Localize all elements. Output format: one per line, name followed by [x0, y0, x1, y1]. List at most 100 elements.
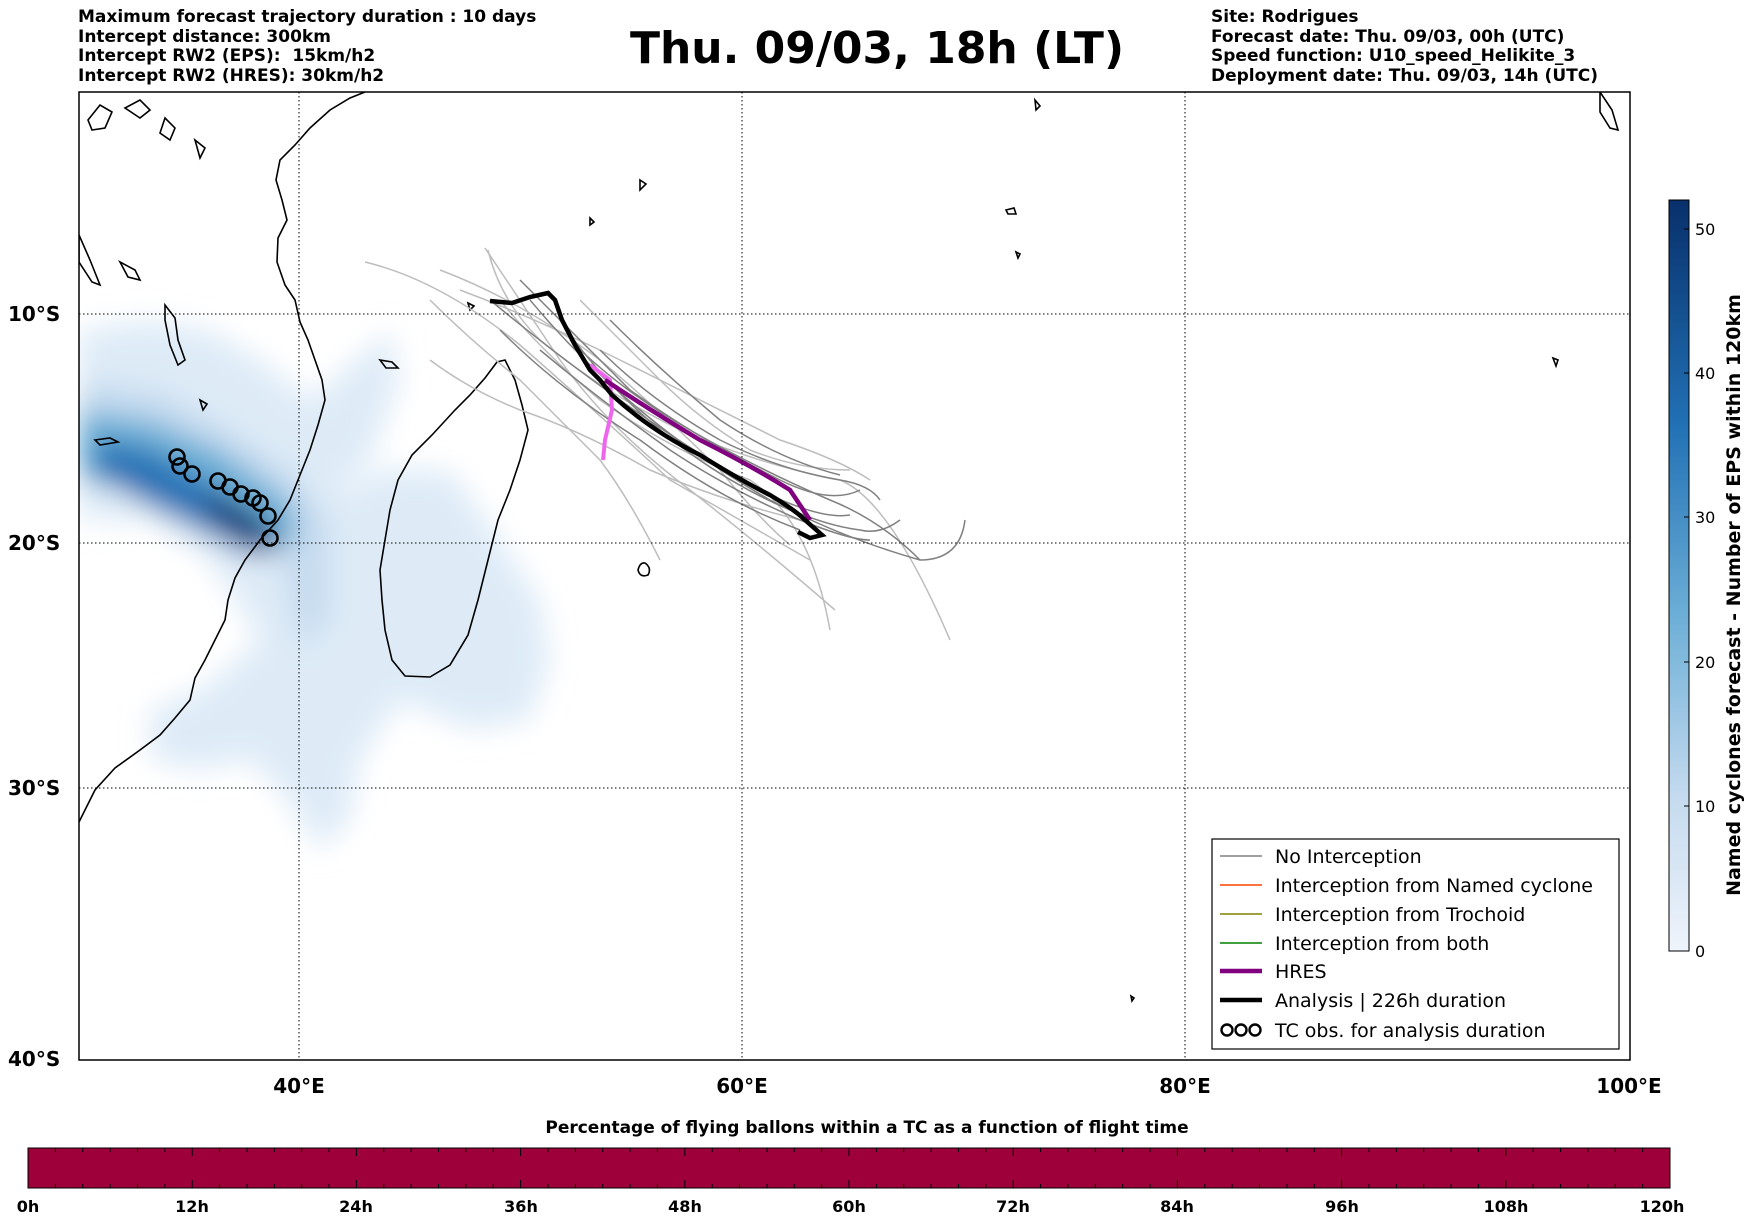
eps-density-field: [79, 320, 550, 850]
lat-tick-label: 40°S: [8, 1047, 60, 1071]
header-right-line: Speed function: U10_speed_Helikite_3: [1211, 46, 1576, 66]
island-coast: [123, 99, 152, 119]
cyclone-symbol-icon: [168, 448, 186, 466]
flight-time-tick-label: 12h: [175, 1197, 209, 1216]
legend-label: Interception from Trochoid: [1275, 904, 1525, 926]
lat-tick-label: 30°S: [8, 776, 60, 800]
lon-tick-label: 40°E: [273, 1074, 325, 1098]
island-coast: [93, 437, 121, 446]
island-coast: [1551, 356, 1559, 369]
header-right-line: Deployment date: Thu. 09/03, 14h (UTC): [1211, 65, 1598, 86]
trajectory-line: [609, 319, 841, 476]
trajectory-line: [519, 279, 861, 497]
header-left-line: Intercept distance: 300km: [78, 26, 331, 47]
island-coast: [639, 178, 648, 192]
flight-time-tick-label: 96h: [1325, 1197, 1359, 1216]
island-coast: [79, 234, 102, 287]
trajectory-line: [439, 269, 791, 546]
lat-tick-label: 10°S: [8, 302, 60, 326]
analysis-trajectory: [489, 290, 827, 541]
page-title: Thu. 09/03, 18h (LT): [629, 23, 1125, 74]
lon-tick-label: 80°E: [1159, 1074, 1211, 1098]
cyclone-symbol-icon: [1220, 1023, 1262, 1037]
trajectory-line: [429, 299, 661, 561]
legend-label: Interception from Named cyclone: [1275, 875, 1593, 897]
trajectory-line: [599, 349, 881, 501]
island-coast: [164, 302, 186, 367]
colorbar-tick-label: 30: [1695, 508, 1715, 527]
flight-time-tick-label: 24h: [339, 1197, 373, 1216]
island-coast: [198, 398, 209, 412]
island-coast: [118, 260, 142, 282]
flight-time-tick-label: 60h: [832, 1197, 866, 1216]
header-left: Maximum forecast trajectory duration : 1…: [78, 7, 536, 86]
hres-trajectory: [603, 378, 812, 522]
colorbar-label: Named cyclones forecast - Number of EPS …: [1723, 294, 1745, 896]
trajectory-line: [499, 329, 801, 531]
trajectory-line: [579, 299, 851, 471]
island-coast: [378, 358, 400, 369]
trajectory-line: [499, 299, 831, 631]
colorbar-tick-label: 50: [1695, 220, 1715, 239]
header-right-line: Site: Rodrigues: [1211, 7, 1359, 27]
hres-trajectory: [588, 363, 615, 461]
island-coast: [159, 116, 176, 142]
cyclone-symbol-icon: [251, 494, 269, 512]
lon-tick-label: 60°E: [716, 1074, 768, 1098]
colorbar-tick-label: 0: [1695, 942, 1705, 961]
trajectory-line: [364, 261, 811, 561]
flight-time-bar-title: Percentage of flying ballons within a TC…: [545, 1118, 1188, 1138]
flight-time-bar-ticks: [27, 1148, 1671, 1188]
coastlines: [79, 92, 1620, 1004]
colorbar-tick-label: 10: [1695, 797, 1715, 816]
flight-time-tick-label: 36h: [504, 1197, 538, 1216]
trajectory-line: [559, 319, 966, 561]
right-colorbar: 0 10 20 30 40 50 Named cyclones forecast…: [1668, 199, 1745, 961]
island-coast: [466, 301, 476, 312]
legend-label: TC obs. for analysis duration: [1274, 1020, 1546, 1042]
flight-time-tick-label: 0h: [17, 1197, 40, 1216]
lon-tick-label: 100°E: [1596, 1074, 1661, 1098]
flight-time-tick-label: 48h: [668, 1197, 702, 1216]
lat-tick-label: 20°S: [8, 531, 60, 555]
colorbar-tick-label: 40: [1695, 364, 1715, 383]
trajectory-line: [569, 339, 921, 561]
cyclone-symbol-icon: [259, 507, 277, 525]
cyclone-symbol-icon: [261, 529, 279, 547]
map-frame: [78, 91, 1631, 1061]
legend-label: Analysis | 226h duration: [1275, 990, 1506, 1012]
flight-time-tick-label: 84h: [1160, 1197, 1194, 1216]
legend-label: HRES: [1275, 961, 1327, 983]
trajectory-line: [484, 247, 836, 611]
header-left-line: Intercept RW2 (EPS): 15km/h2: [78, 46, 376, 66]
flight-time-bar: Percentage of flying ballons within a TC…: [17, 1118, 1685, 1216]
island-coast: [1129, 994, 1136, 1004]
cyclone-symbol-icon: [171, 457, 189, 475]
legend-box: [1211, 838, 1620, 1050]
island-coast: [1004, 207, 1018, 215]
colorbar-fill: [1668, 199, 1690, 952]
map-gridlines: [79, 92, 1630, 1060]
flight-time-tick-label: 108h: [1484, 1197, 1529, 1216]
legend-label: No Interception: [1275, 846, 1422, 868]
island-coast: [1599, 92, 1620, 132]
island-coast: [589, 216, 596, 227]
tc-observations: [168, 448, 279, 547]
africa-coast: [79, 92, 366, 823]
trajectory-line: [429, 359, 801, 521]
madagascar-coast: [379, 359, 529, 678]
colorbar-tick-label: 20: [1695, 653, 1715, 672]
header-left-line: Intercept RW2 (HRES): 30km/h2: [78, 65, 385, 86]
flight-time-tick-label: 72h: [996, 1197, 1030, 1216]
eps-trajectories: [364, 247, 966, 641]
island-coast: [193, 137, 207, 161]
island-coast: [1033, 97, 1042, 112]
header-right: Site: Rodrigues Forecast date: Thu. 09/0…: [1211, 7, 1598, 86]
trajectory-line: [539, 349, 871, 541]
trajectory-line: [459, 289, 871, 481]
island-coast: [637, 562, 651, 577]
cyclone-symbol-icon: [183, 465, 201, 483]
header-right-line: Forecast date: Thu. 09/03, 00h (UTC): [1211, 26, 1565, 47]
cyclone-symbol-icon: [232, 485, 250, 503]
